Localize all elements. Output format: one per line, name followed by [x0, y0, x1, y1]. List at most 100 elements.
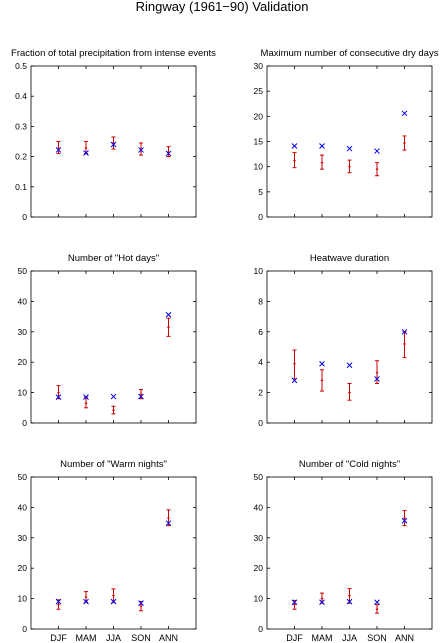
y-tick-label: 40 [18, 296, 28, 306]
y-tick-label: 20 [254, 563, 264, 573]
panel-title: Maximum number of consecutive dry days [261, 48, 439, 59]
observed-errorbar [347, 159, 352, 174]
y-tick-label: 30 [254, 61, 264, 71]
modelled-x-marker [110, 598, 117, 605]
observed-errorbar [320, 369, 324, 392]
y-tick-label: 0.5 [15, 61, 27, 71]
observed-errorbar [347, 382, 352, 401]
x-tick-label: JJA [342, 633, 357, 643]
y-tick-label: 0.4 [15, 91, 27, 101]
modelled-x-marker [291, 143, 298, 149]
modelled-x-marker [138, 600, 144, 607]
y-tick-label: 0 [258, 418, 263, 428]
modelled-x-marker [401, 110, 408, 117]
y-tick-label: 0.1 [15, 182, 27, 192]
modelled-x-marker [55, 147, 62, 153]
observed-errorbar [111, 136, 116, 150]
y-tick-label: 10 [254, 162, 264, 172]
x-tick-label: DJF [286, 633, 303, 643]
modelled-x-marker [346, 362, 353, 369]
chart-panel-5: Number of "Warm nights" 0 10 20 30 40 50 DJF MAM… [18, 459, 197, 643]
y-tick-label: 0.3 [15, 121, 27, 131]
axes-frame [266, 476, 433, 630]
y-tick-label: 50 [254, 472, 264, 482]
panel-title: Number of "Cold nights" [299, 459, 400, 470]
chart-panel-1: Fraction of total precipitation from int… [11, 48, 216, 222]
observed-errorbar [56, 141, 61, 155]
modelled-x-marker [319, 143, 325, 149]
observed-errorbar [320, 154, 324, 170]
y-tick-label: 40 [18, 502, 28, 512]
observed-errorbar [402, 509, 407, 527]
x-tick-label: SON [131, 633, 151, 643]
modelled-x-marker [138, 393, 144, 400]
modelled-x-marker [346, 145, 353, 152]
panel-title: Fraction of total precipitation from int… [11, 48, 216, 59]
y-tick-label: 10 [254, 266, 264, 276]
y-tick-label: 10 [18, 594, 28, 604]
modelled-x-marker [346, 598, 353, 605]
observed-errorbar [375, 162, 379, 177]
modelled-x-marker [110, 141, 117, 148]
x-tick-label: ANN [159, 633, 178, 643]
chart-panel-4: Heatwave duration 0 2 4 6 8 10 [254, 253, 433, 428]
axes-frame [30, 476, 197, 630]
observed-errorbar [402, 331, 407, 359]
y-tick-label: 30 [254, 533, 264, 543]
y-tick-label: 40 [254, 502, 264, 512]
observed-errorbar [166, 146, 171, 158]
modelled-x-marker [55, 394, 62, 401]
axes-frame [30, 270, 197, 424]
modelled-x-marker [291, 599, 298, 606]
observed-errorbar [402, 135, 407, 151]
panel-title: Number of "Warm nights" [60, 459, 167, 470]
modelled-x-marker [165, 150, 172, 157]
y-tick-label: 30 [18, 533, 28, 543]
modelled-x-marker [83, 394, 89, 401]
modelled-x-marker [401, 517, 408, 524]
observed-errorbar [292, 152, 297, 169]
panel-title: Number of "Hot days" [68, 253, 159, 264]
x-tick-label: SON [367, 633, 387, 643]
observed-errorbar [166, 317, 171, 337]
y-tick-label: 15 [254, 137, 264, 147]
y-tick-label: 50 [18, 472, 28, 482]
axes-frame [266, 65, 433, 218]
modelled-x-marker [319, 360, 325, 367]
y-tick-label: 25 [254, 86, 264, 96]
y-tick-label: 30 [18, 327, 28, 337]
panel-title: Heatwave duration [310, 253, 389, 264]
modelled-x-marker [165, 520, 172, 527]
modelled-x-marker [83, 598, 89, 605]
modelled-x-marker [401, 328, 408, 335]
y-tick-label: 20 [18, 357, 28, 367]
y-tick-label: 10 [18, 388, 28, 398]
x-tick-label: DJF [50, 633, 67, 643]
modelled-x-marker [138, 147, 144, 153]
y-tick-label: 0 [258, 624, 263, 634]
chart-panels: Fraction of total precipitation from int… [11, 48, 439, 643]
chart-panel-3: Number of "Hot days" 0 10 20 30 40 50 [18, 253, 197, 428]
x-tick-label: JJA [106, 633, 121, 643]
modelled-x-marker [110, 393, 117, 400]
y-tick-label: 10 [254, 594, 264, 604]
observed-errorbar [375, 604, 379, 614]
y-tick-label: 0 [22, 212, 27, 222]
modelled-x-marker [55, 598, 62, 605]
y-tick-label: 0 [258, 212, 263, 222]
y-tick-label: 2 [258, 388, 263, 398]
y-tick-label: 8 [258, 296, 263, 306]
y-tick-label: 6 [258, 327, 263, 337]
x-tick-label: MAM [312, 633, 333, 643]
modelled-x-marker [319, 599, 325, 606]
y-tick-label: 0.2 [15, 152, 27, 162]
y-tick-label: 5 [258, 187, 263, 197]
observed-errorbar [111, 405, 116, 415]
modelled-x-marker [374, 599, 380, 606]
modelled-x-marker [291, 377, 298, 384]
y-tick-label: 0 [22, 418, 27, 428]
observed-errorbar [84, 396, 88, 409]
observed-errorbar [292, 349, 297, 380]
y-tick-label: 0 [22, 624, 27, 634]
